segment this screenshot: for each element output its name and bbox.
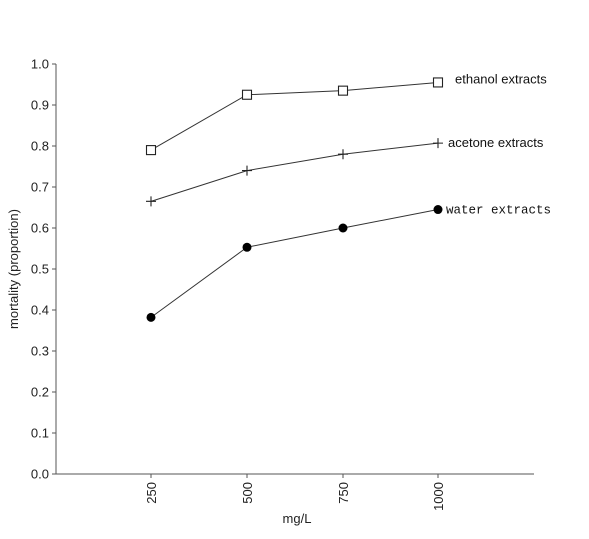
x-tick-label: 250: [144, 482, 159, 504]
x-tick-label: 750: [336, 482, 351, 504]
data-point: [242, 242, 252, 252]
x-ticks: 250 500 750 1000: [144, 474, 446, 511]
data-point: [433, 138, 443, 149]
series-group: ethanol extracts acetone extracts water ex…: [145, 71, 551, 322]
y-axis-title: mortality (proportion): [6, 209, 21, 329]
data-point: [241, 89, 253, 100]
x-axis-title: mg/L: [283, 511, 312, 526]
y-tick-label: 0.5: [31, 262, 49, 277]
series-line: [150, 209, 439, 318]
y-tick-label: 0.1: [31, 426, 49, 441]
y-tick-label: 0.9: [31, 98, 49, 113]
y-tick-label: 0.2: [31, 385, 49, 400]
series-ethanol: ethanol extracts: [145, 71, 547, 156]
y-tick-label: 0.8: [31, 139, 49, 154]
data-point: [338, 149, 348, 160]
x-tick-label: 1000: [431, 482, 446, 511]
y-ticks: 0.0 0.1 0.2 0.3 0.4 0.5 0.6 0.7 0.8 0.9 1.0: [31, 57, 56, 482]
series-water: water extracts: [146, 204, 551, 322]
data-point: [432, 77, 444, 88]
y-tick-label: 0.4: [31, 303, 49, 318]
y-tick-label: 0.0: [31, 467, 49, 482]
y-tick-label: 1.0: [31, 57, 49, 72]
data-point: [145, 145, 157, 156]
series-label: water extracts: [446, 204, 551, 218]
data-point: [242, 165, 252, 176]
data-point: [337, 85, 349, 96]
series-line: [150, 81, 439, 151]
data-point: [146, 196, 156, 207]
y-tick-label: 0.7: [31, 180, 49, 195]
data-point: [146, 312, 156, 322]
y-tick-label: 0.3: [31, 344, 49, 359]
series-label: acetone extracts: [448, 135, 544, 150]
data-point: [433, 205, 443, 215]
axes: [55, 64, 534, 475]
series-label: ethanol extracts: [455, 71, 547, 86]
series-acetone: acetone extracts: [146, 135, 544, 207]
x-tick-label: 500: [240, 482, 255, 504]
data-point: [338, 223, 348, 233]
series-line: [150, 142, 439, 202]
y-tick-label: 0.6: [31, 221, 49, 236]
